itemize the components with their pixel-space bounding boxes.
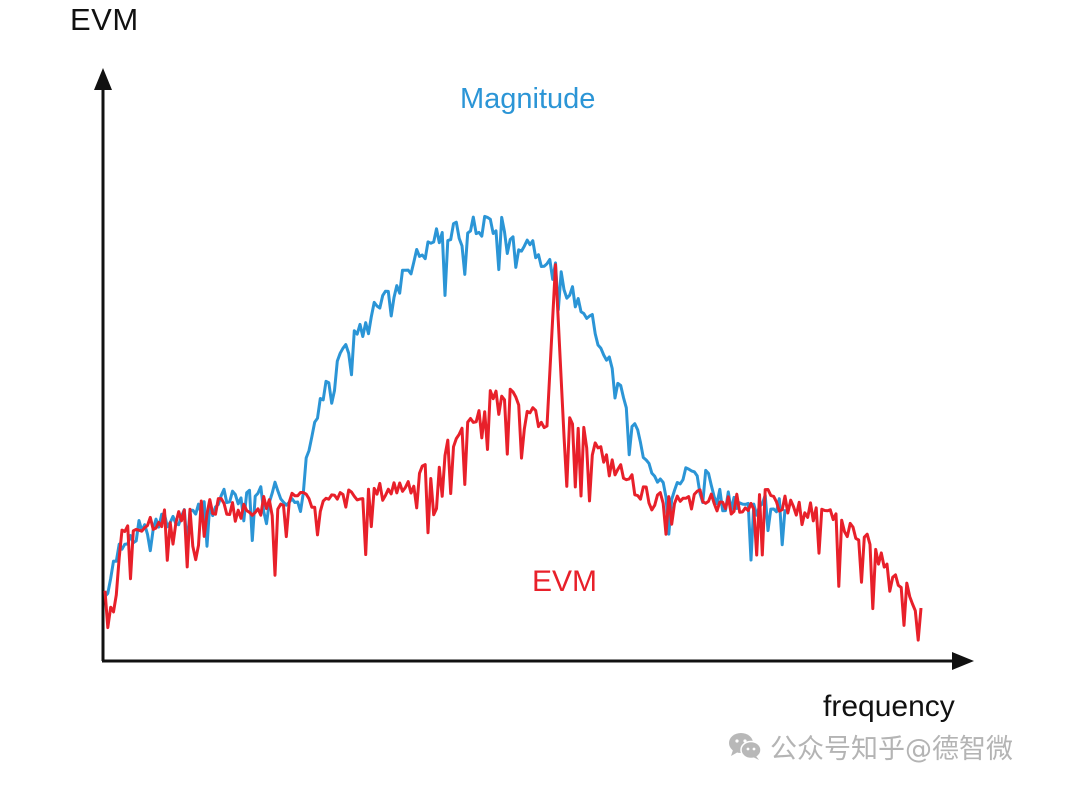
watermark-text: 公众号知乎@德智微 — [770, 733, 1013, 765]
y-axis — [94, 68, 112, 661]
evm-label: EVM — [532, 565, 598, 598]
wechat-icon — [729, 733, 762, 760]
magnitude-label: Magnitude — [460, 83, 596, 115]
x-axis-label: frequency — [823, 690, 955, 723]
x-axis-arrow-icon — [952, 652, 974, 670]
y-axis-arrow-icon — [94, 68, 112, 90]
y-axis-label: EVM — [70, 2, 139, 37]
x-axis — [102, 652, 974, 670]
evm-curve — [103, 263, 923, 642]
magnitude-curve — [103, 214, 787, 598]
watermark: 公众号知乎@德智微 — [728, 728, 1013, 765]
